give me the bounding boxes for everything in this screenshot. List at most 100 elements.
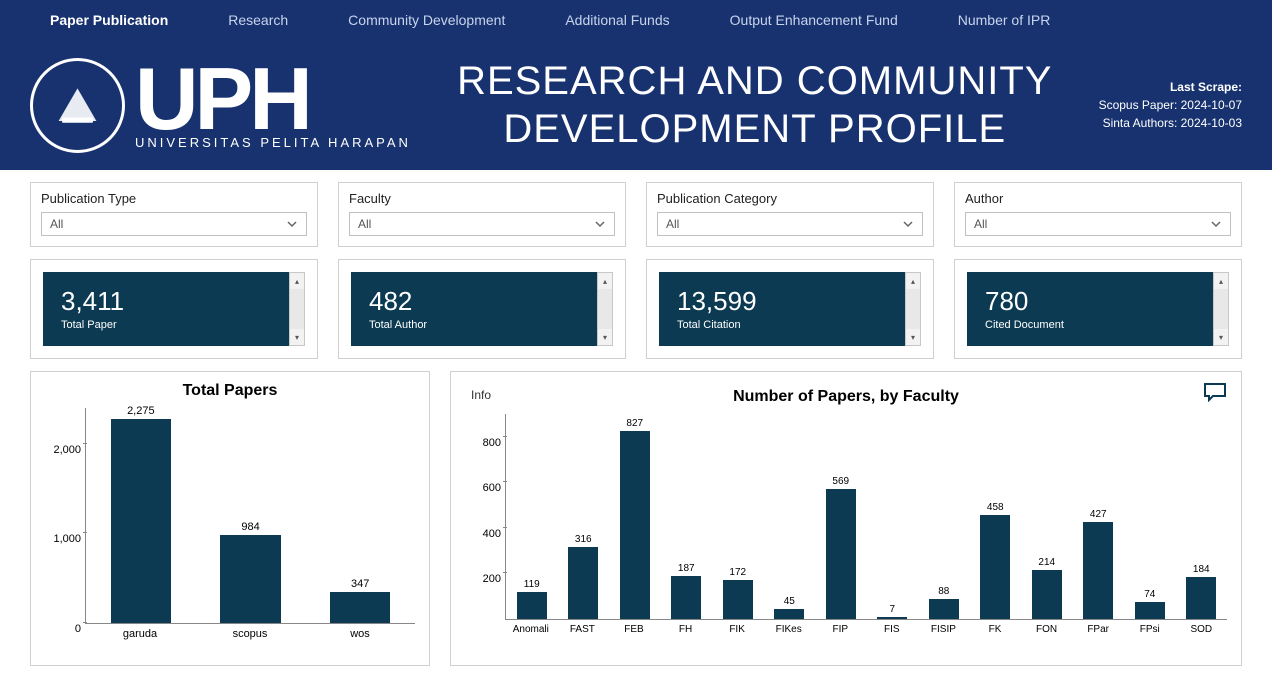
x-tick-label: FPsi: [1124, 620, 1176, 635]
kpi-card: 13,599 Total Citation ▴ ▾: [646, 259, 934, 359]
filter-label: Faculty: [349, 191, 615, 206]
bar[interactable]: 214: [1021, 557, 1073, 619]
filter-label: Publication Type: [41, 191, 307, 206]
bar-value: 458: [987, 502, 1004, 513]
nav-paper-publication[interactable]: Paper Publication: [20, 2, 198, 38]
banner: UPH UNIVERSITAS PELITA HARAPAN RESEARCH …: [0, 40, 1272, 170]
x-tick-label: FIKes: [763, 620, 815, 635]
x-tick-label: FIP: [814, 620, 866, 635]
bar-value: 45: [784, 596, 795, 607]
charts-row: Total Papers 01,0002,000 2,275 984 347 g…: [0, 359, 1272, 666]
kpi-scrollbar[interactable]: ▴ ▾: [597, 272, 613, 346]
nav-output-enhancement[interactable]: Output Enhancement Fund: [700, 2, 928, 38]
x-tick-label: garuda: [85, 624, 195, 640]
bar[interactable]: 458: [970, 502, 1022, 619]
scroll-down-icon[interactable]: ▾: [598, 329, 612, 345]
kpi-scrollbar[interactable]: ▴ ▾: [1213, 272, 1229, 346]
kpi-label: Cited Document: [985, 319, 1211, 331]
chevron-down-icon: [902, 218, 914, 230]
bar-value: 316: [575, 534, 592, 545]
bar[interactable]: 172: [712, 567, 764, 619]
info-label[interactable]: Info: [471, 388, 491, 402]
filter-select[interactable]: All: [41, 212, 307, 236]
papers-by-faculty-chart: Info Number of Papers, by Faculty 200400…: [450, 371, 1242, 666]
bar[interactable]: 184: [1176, 564, 1228, 619]
bar-value: 347: [351, 578, 369, 590]
bar[interactable]: 7: [867, 604, 919, 619]
logo-subtext: UNIVERSITAS PELITA HARAPAN: [135, 137, 411, 148]
nav-community-development[interactable]: Community Development: [318, 2, 535, 38]
nav-number-of-ipr[interactable]: Number of IPR: [928, 2, 1081, 38]
bar[interactable]: 316: [558, 534, 610, 619]
bar[interactable]: 74: [1124, 589, 1176, 619]
filter-select[interactable]: All: [657, 212, 923, 236]
filter-select[interactable]: All: [965, 212, 1231, 236]
bar[interactable]: 984: [196, 521, 306, 623]
kpi-row: 3,411 Total Paper ▴ ▾ 482 Total Author ▴…: [0, 247, 1272, 359]
bar[interactable]: 187: [661, 563, 713, 619]
chevron-down-icon: [594, 218, 606, 230]
nav-additional-funds[interactable]: Additional Funds: [535, 2, 699, 38]
bar[interactable]: 427: [1073, 509, 1125, 619]
scroll-down-icon[interactable]: ▾: [1214, 329, 1228, 345]
bar[interactable]: 88: [918, 586, 970, 619]
comment-icon[interactable]: [1203, 382, 1227, 402]
kpi-scrollbar[interactable]: ▴ ▾: [289, 272, 305, 346]
kpi-value: 780: [985, 286, 1211, 317]
logo-text: UPH: [135, 62, 309, 137]
bar-value: 88: [938, 586, 949, 597]
x-tick-label: FK: [969, 620, 1021, 635]
bar-value: 569: [832, 476, 849, 487]
scroll-up-icon[interactable]: ▴: [290, 273, 304, 289]
scroll-up-icon[interactable]: ▴: [906, 273, 920, 289]
x-tick-label: FAST: [557, 620, 609, 635]
kpi-label: Total Citation: [677, 319, 903, 331]
chevron-down-icon: [286, 218, 298, 230]
bar-value: 427: [1090, 509, 1107, 520]
bar-value: 184: [1193, 564, 1210, 575]
bar-value: 119: [524, 579, 540, 590]
kpi-value: 482: [369, 286, 595, 317]
filter-select[interactable]: All: [349, 212, 615, 236]
bar[interactable]: 569: [815, 476, 867, 619]
filter-value: All: [974, 217, 987, 231]
logo-seal-icon: [30, 58, 125, 153]
scroll-down-icon[interactable]: ▾: [906, 329, 920, 345]
bar[interactable]: 347: [305, 578, 415, 623]
bar-value: 172: [729, 567, 746, 578]
bar-value: 214: [1038, 557, 1055, 568]
bar[interactable]: 119: [506, 579, 558, 619]
x-tick-label: FPar: [1072, 620, 1124, 635]
logo: UPH UNIVERSITAS PELITA HARAPAN: [30, 58, 411, 153]
total-papers-chart: Total Papers 01,0002,000 2,275 984 347 g…: [30, 371, 430, 666]
filter-label: Publication Category: [657, 191, 923, 206]
kpi-scrollbar[interactable]: ▴ ▾: [905, 272, 921, 346]
kpi-card: 482 Total Author ▴ ▾: [338, 259, 626, 359]
last-scrape-info: Last Scrape: Scopus Paper: 2024-10-07 Si…: [1099, 78, 1242, 132]
bar-value: 984: [241, 521, 259, 533]
bar[interactable]: 827: [609, 418, 661, 619]
kpi-value: 3,411: [61, 286, 287, 317]
chart-title: Total Papers: [45, 382, 415, 400]
x-tick-label: Anomali: [505, 620, 557, 635]
x-tick-label: scopus: [195, 624, 305, 640]
filter-card: Publication Type All: [30, 182, 318, 247]
scroll-up-icon[interactable]: ▴: [598, 273, 612, 289]
bar-value: 187: [678, 563, 695, 574]
bar-value: 74: [1144, 589, 1155, 600]
nav-research[interactable]: Research: [198, 2, 318, 38]
filter-card: Publication Category All: [646, 182, 934, 247]
x-tick-label: wos: [305, 624, 415, 640]
scroll-down-icon[interactable]: ▾: [290, 329, 304, 345]
filter-value: All: [358, 217, 371, 231]
x-tick-label: SOD: [1176, 620, 1228, 635]
bar-value: 827: [626, 418, 643, 429]
kpi-card: 780 Cited Document ▴ ▾: [954, 259, 1242, 359]
bar[interactable]: 2,275: [86, 405, 196, 623]
page-title: RESEARCH AND COMMUNITY DEVELOPMENT PROFI…: [411, 57, 1099, 153]
scroll-up-icon[interactable]: ▴: [1214, 273, 1228, 289]
filters-row: Publication Type All Faculty All Publica…: [0, 170, 1272, 247]
bar[interactable]: 45: [764, 596, 816, 619]
bar-value: 7: [889, 604, 895, 615]
top-nav: Paper Publication Research Community Dev…: [0, 0, 1272, 40]
